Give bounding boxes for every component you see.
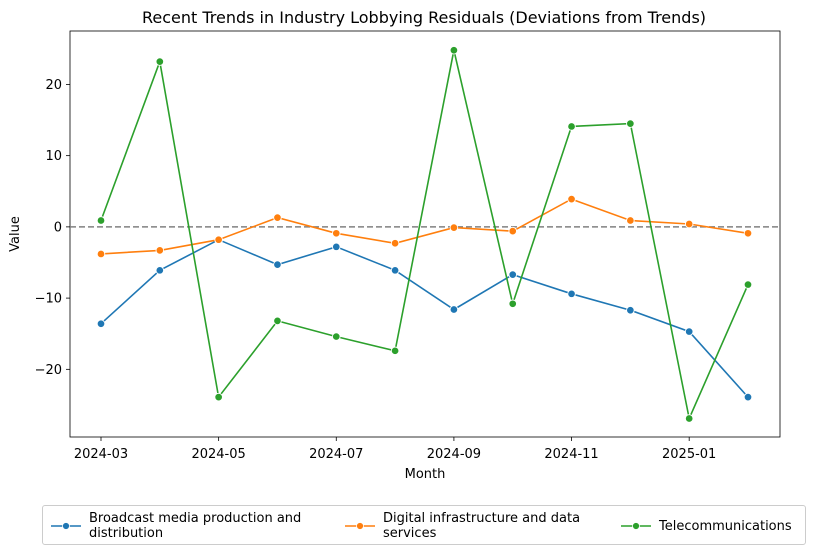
x-tick-label: 2024-09 xyxy=(427,447,481,462)
legend-label-telecom: Telecommunications xyxy=(659,518,792,534)
data-point-telecom xyxy=(684,414,694,423)
data-point-digital xyxy=(332,229,341,238)
data-point-digital xyxy=(390,239,400,248)
x-axis-label: Month xyxy=(405,467,446,482)
legend-label-broadcast: Broadcast media production and distribut… xyxy=(89,511,302,541)
legend-item-broadcast: Broadcast media production and distribut… xyxy=(43,506,301,546)
data-point-telecom xyxy=(273,316,282,326)
y-tick-label: −20 xyxy=(35,363,62,378)
data-point-digital xyxy=(626,216,635,225)
data-point-broadcast xyxy=(332,242,341,252)
data-point-digital xyxy=(508,226,517,236)
x-tick-label: 2024-11 xyxy=(544,447,598,462)
legend-swatch-broadcast xyxy=(51,522,81,530)
data-point-telecom xyxy=(508,299,517,309)
y-tick-label: 10 xyxy=(45,149,62,164)
data-point-broadcast xyxy=(273,260,282,269)
y-tick-label: 20 xyxy=(45,78,62,93)
data-point-telecom xyxy=(449,45,459,55)
y-axis-label: Value xyxy=(8,216,23,252)
data-point-broadcast xyxy=(567,289,576,299)
data-point-digital xyxy=(684,219,694,229)
data-point-telecom xyxy=(743,280,753,289)
data-point-broadcast xyxy=(743,392,753,402)
series-digital xyxy=(96,194,753,259)
plot-frame xyxy=(69,30,781,438)
data-point-broadcast xyxy=(626,305,635,315)
x-tick-label: 2024-07 xyxy=(309,447,363,462)
data-point-broadcast xyxy=(155,266,165,275)
series-line-telecom xyxy=(100,50,749,422)
data-point-digital xyxy=(155,246,165,255)
legend: Broadcast media production and distribut… xyxy=(42,505,806,545)
x-tick-label: 2024-03 xyxy=(74,447,128,462)
data-point-digital xyxy=(96,249,106,259)
series-line-digital xyxy=(100,198,749,255)
legend-item-telecom: Telecommunications xyxy=(613,506,792,546)
legend-swatch-digital xyxy=(345,522,375,530)
data-point-broadcast xyxy=(684,327,694,336)
data-point-telecom xyxy=(214,392,223,402)
data-point-digital xyxy=(567,194,576,204)
data-point-telecom xyxy=(390,346,400,356)
data-point-digital xyxy=(449,223,459,232)
data-point-digital xyxy=(214,235,223,244)
series-broadcast xyxy=(96,235,753,402)
data-point-telecom xyxy=(155,57,165,66)
data-point-telecom xyxy=(567,122,576,131)
y-tick-label: 0 xyxy=(54,220,62,235)
data-point-broadcast xyxy=(390,266,400,275)
y-tick-label: −10 xyxy=(35,292,62,307)
data-point-broadcast xyxy=(96,319,106,328)
series-telecom xyxy=(96,45,753,423)
legend-item-digital: Digital infrastructure and data services xyxy=(337,506,580,546)
legend-label-digital: Digital infrastructure and data services xyxy=(383,511,581,541)
data-point-telecom xyxy=(332,332,341,341)
data-point-telecom xyxy=(626,119,635,128)
data-point-telecom xyxy=(96,216,106,225)
x-tick-label: 2025-01 xyxy=(662,447,716,462)
data-point-broadcast xyxy=(508,270,517,279)
x-tick-label: 2024-05 xyxy=(191,447,245,462)
data-point-broadcast xyxy=(449,305,459,314)
legend-swatch-telecom xyxy=(621,522,651,530)
data-point-digital xyxy=(743,229,753,238)
line-chart: Recent Trends in Industry Lobbying Resid… xyxy=(8,8,781,482)
series-line-broadcast xyxy=(100,238,749,398)
data-point-digital xyxy=(273,213,282,222)
chart-title: Recent Trends in Industry Lobbying Resid… xyxy=(142,8,706,27)
